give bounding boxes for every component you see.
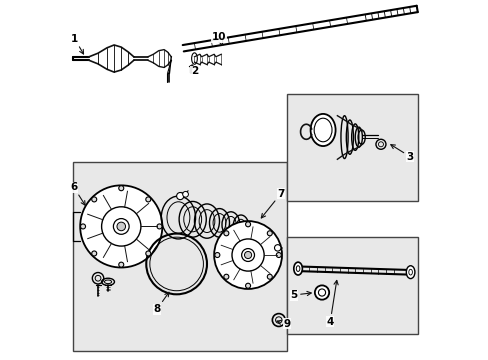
Circle shape <box>176 193 183 200</box>
Circle shape <box>102 207 141 246</box>
Circle shape <box>245 283 250 288</box>
Circle shape <box>145 197 150 202</box>
Circle shape <box>274 245 281 251</box>
Bar <box>287 237 417 334</box>
Text: 10: 10 <box>211 32 225 45</box>
Circle shape <box>145 251 150 256</box>
Circle shape <box>241 249 254 261</box>
Text: 9: 9 <box>276 319 289 329</box>
Text: 2: 2 <box>190 65 198 76</box>
Text: 6: 6 <box>70 182 85 205</box>
Bar <box>287 94 417 202</box>
Circle shape <box>113 219 129 234</box>
Circle shape <box>214 221 282 289</box>
Circle shape <box>81 224 85 229</box>
Text: 4: 4 <box>326 280 338 327</box>
Circle shape <box>224 274 228 279</box>
Circle shape <box>231 239 264 271</box>
Text: 7: 7 <box>261 189 284 218</box>
Ellipse shape <box>318 289 325 296</box>
Text: 8: 8 <box>153 292 169 314</box>
Circle shape <box>276 252 281 257</box>
Circle shape <box>117 222 125 231</box>
Circle shape <box>244 251 251 258</box>
Circle shape <box>267 274 272 279</box>
Circle shape <box>224 231 228 236</box>
Ellipse shape <box>310 114 335 146</box>
Ellipse shape <box>314 285 328 300</box>
Text: 3: 3 <box>390 145 413 162</box>
Ellipse shape <box>293 262 302 275</box>
Bar <box>73 162 287 351</box>
Circle shape <box>92 197 97 202</box>
Text: 1: 1 <box>71 34 83 54</box>
Circle shape <box>119 186 123 191</box>
Text: 5: 5 <box>289 290 310 300</box>
Circle shape <box>245 222 250 227</box>
Circle shape <box>92 251 97 256</box>
Circle shape <box>157 224 162 229</box>
Circle shape <box>80 185 162 267</box>
Circle shape <box>267 231 272 236</box>
Ellipse shape <box>406 266 414 279</box>
Circle shape <box>214 252 220 257</box>
Circle shape <box>183 192 188 197</box>
Circle shape <box>119 262 123 267</box>
